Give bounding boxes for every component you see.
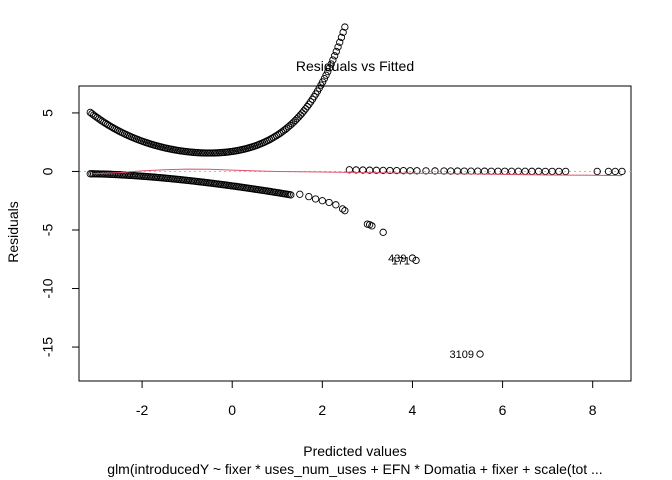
x-tick-label: 2 bbox=[318, 402, 326, 418]
upper-branch-points bbox=[86, 23, 626, 176]
x-tick-label: 4 bbox=[409, 402, 417, 418]
x-axis-label: Predicted values bbox=[303, 443, 407, 459]
data-point bbox=[332, 47, 340, 56]
outlier-label: 439 bbox=[388, 253, 406, 265]
x-tick-label: 8 bbox=[589, 402, 597, 418]
data-point bbox=[467, 167, 475, 175]
data-point bbox=[325, 64, 334, 72]
data-point bbox=[368, 222, 376, 230]
data-point bbox=[295, 113, 303, 121]
data-point bbox=[341, 207, 349, 215]
y-axis-label: Residuals bbox=[5, 201, 21, 262]
data-point bbox=[341, 23, 349, 31]
data-point bbox=[327, 60, 335, 68]
plot-frame bbox=[78, 85, 632, 382]
data-point bbox=[311, 195, 320, 203]
data-point bbox=[339, 28, 347, 36]
y-tick-label: -15 bbox=[40, 337, 56, 357]
data-point bbox=[300, 107, 308, 115]
outlier-point bbox=[412, 256, 420, 265]
x-tick-label: 0 bbox=[228, 402, 236, 418]
x-axis: -2 0 2 4 6 8 bbox=[136, 380, 597, 418]
data-point bbox=[322, 71, 330, 79]
data-point bbox=[562, 167, 570, 176]
data-point bbox=[325, 198, 333, 207]
data-point bbox=[618, 167, 626, 176]
y-tick-label: -5 bbox=[40, 224, 56, 237]
data-point bbox=[324, 67, 332, 76]
x-tick-label: 6 bbox=[499, 402, 507, 418]
data-point bbox=[338, 205, 347, 213]
data-point bbox=[303, 102, 311, 111]
data-point bbox=[305, 100, 313, 108]
data-point bbox=[320, 74, 329, 83]
data-point bbox=[422, 167, 430, 175]
lower-branch-points bbox=[86, 170, 387, 236]
y-tick-label: 5 bbox=[40, 109, 56, 117]
outlier-point bbox=[408, 254, 417, 262]
data-point bbox=[296, 111, 305, 119]
chart-title: Residuals vs Fitted bbox=[296, 58, 414, 74]
data-point bbox=[334, 43, 342, 51]
data-point bbox=[298, 109, 306, 117]
model-formula-subtitle: glm(introducedY ~ fixer * uses_num_uses … bbox=[107, 461, 602, 477]
data-point bbox=[332, 201, 340, 209]
data-point bbox=[555, 167, 563, 176]
data-point bbox=[329, 56, 337, 64]
data-point bbox=[336, 38, 344, 46]
data-point bbox=[431, 167, 439, 175]
outlier-label: 3109 bbox=[450, 349, 474, 361]
data-point bbox=[593, 167, 601, 176]
y-tick-label: 0 bbox=[40, 167, 56, 175]
data-point bbox=[318, 197, 326, 205]
x-tick-label: -2 bbox=[136, 402, 149, 418]
y-axis: 5 0 -5 -10 -15 bbox=[40, 109, 80, 357]
data-point bbox=[301, 105, 310, 113]
data-point bbox=[296, 190, 304, 198]
data-point bbox=[305, 192, 313, 201]
outlier-label: 171 bbox=[392, 255, 410, 267]
data-point bbox=[379, 228, 387, 236]
data-point bbox=[337, 33, 346, 42]
data-point bbox=[287, 191, 295, 199]
data-point bbox=[413, 167, 421, 175]
outlier-point bbox=[476, 350, 484, 358]
y-tick-label: -10 bbox=[40, 278, 56, 298]
smooth-line bbox=[92, 168, 623, 177]
data-point bbox=[330, 52, 339, 60]
